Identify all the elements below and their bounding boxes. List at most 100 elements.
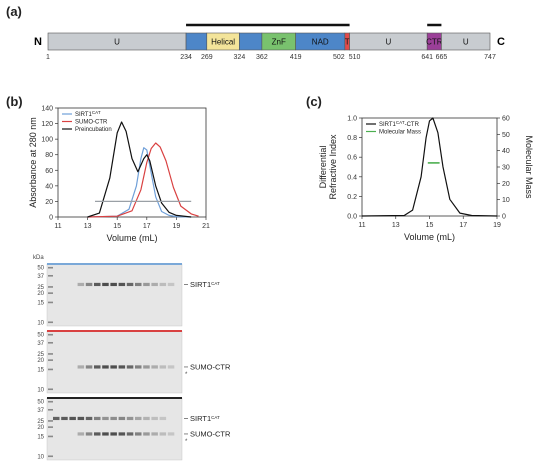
band-label: SIRT1CAT <box>190 280 220 289</box>
ladder-band <box>48 341 53 344</box>
series-line <box>87 147 192 218</box>
domain-map: N C U Helical ZnF NAD T U CTR U 1 234 269 324 362 419 50… <box>34 23 505 61</box>
y-tick-label: 20 <box>45 199 53 206</box>
protein-band <box>69 416 76 421</box>
mw-marker: 50 <box>37 266 44 272</box>
domain-label: NAD <box>312 38 329 47</box>
domain-label: Helical <box>211 38 235 47</box>
residue-number: 269 <box>201 54 213 61</box>
protein-band <box>135 416 142 421</box>
protein-band <box>151 416 158 421</box>
legend-label: Preincubation <box>75 127 112 133</box>
protein-band <box>159 432 167 436</box>
x-tick-label: 15 <box>113 223 121 230</box>
ladder-band <box>48 301 53 304</box>
mw-marker: 10 <box>37 320 44 326</box>
series-line <box>361 117 498 217</box>
band-label: SIRT1CAT <box>190 414 220 423</box>
x-tick-label: 17 <box>459 222 467 229</box>
x-tick-label: 13 <box>392 222 400 229</box>
y-tick-label: 80 <box>45 152 53 159</box>
sec-chart: 11 13 15 17 19 21 0 20 40 60 80 100 120 140 Volume (mL… <box>28 106 210 244</box>
gel-image <box>46 397 183 461</box>
protein-band <box>53 416 60 421</box>
c-terminus: C <box>497 36 505 48</box>
band-label: SUMO-CTR <box>190 362 231 371</box>
protein-band <box>77 432 85 436</box>
mw-marker: 15 <box>37 367 44 373</box>
ladder-band <box>48 292 53 294</box>
y-tick-label: 0 <box>49 215 53 222</box>
protein-band <box>143 282 150 287</box>
protein-band <box>167 282 175 287</box>
protein-band <box>143 416 150 421</box>
y-tick-label: 0.4 <box>347 174 357 181</box>
protein-band <box>143 432 150 436</box>
ladder-band <box>48 420 53 422</box>
protein-band <box>159 365 167 369</box>
domain-label: U <box>385 38 391 47</box>
protein-band <box>151 432 158 436</box>
x-tick-label: 13 <box>84 223 92 230</box>
x-tick-label: 15 <box>426 222 434 229</box>
residue-number: 641 <box>421 54 433 61</box>
y-tick-label: 40 <box>45 183 53 190</box>
legend-label: SIRT1CAT-CTR <box>379 120 420 129</box>
domain-label: T <box>345 38 350 47</box>
mw-marker: 10 <box>37 454 44 460</box>
ladder-band <box>48 368 53 371</box>
protein-band <box>110 416 117 421</box>
y-right-tick-label: 30 <box>502 165 510 172</box>
y-tick-label: 0.8 <box>347 135 357 142</box>
residue-number: 510 <box>349 54 361 61</box>
x-tick-label: 19 <box>173 223 181 230</box>
protein-band <box>77 282 85 287</box>
residue-number: 747 <box>484 54 496 61</box>
y-tick-label: 120 <box>41 121 53 128</box>
mw-marker: 50 <box>37 400 44 406</box>
protein-band <box>94 432 101 436</box>
protein-band <box>135 365 142 369</box>
residue-number: 324 <box>234 54 246 61</box>
protein-band <box>85 432 93 436</box>
plot-frame <box>57 107 207 218</box>
mw-marker: 25 <box>37 285 44 291</box>
domain-label: CTR <box>426 38 443 47</box>
protein-band <box>110 282 117 287</box>
mw-marker: 25 <box>37 352 44 358</box>
y-tick-label: 100 <box>41 137 53 144</box>
y-tick-label: 60 <box>45 168 53 175</box>
residue-number: 419 <box>290 54 302 61</box>
y-right-tick-label: 20 <box>502 181 510 188</box>
protein-band <box>94 282 101 287</box>
domain-segment <box>239 32 263 51</box>
ladder-band <box>48 426 53 428</box>
sds-page-gels: kDa503725201510SIRT1CAT503725201510SUMO-… <box>33 255 231 461</box>
y-right-axis-title: Molecular Mass <box>524 135 534 199</box>
y-tick-label: 140 <box>41 106 53 113</box>
domain-label: U <box>114 38 120 47</box>
ladder-band <box>48 266 53 269</box>
x-tick-label: 21 <box>202 223 210 230</box>
series-line <box>87 121 192 218</box>
protein-band <box>77 416 85 421</box>
protein-band <box>159 416 167 421</box>
kda-label: kDa <box>33 255 44 261</box>
protein-band <box>167 365 175 369</box>
protein-band <box>118 416 126 421</box>
y-right-tick-label: 60 <box>502 116 510 123</box>
ladder-band <box>48 286 53 288</box>
mw-marker: 15 <box>37 300 44 306</box>
x-tick-label: 11 <box>358 222 365 229</box>
residue-number: 234 <box>180 54 192 61</box>
protein-band <box>61 416 68 421</box>
protein-band <box>85 365 93 369</box>
protein-band <box>77 365 85 369</box>
y-axis-title: Absorbance at 280 nm <box>28 117 38 208</box>
mw-marker: 10 <box>37 387 44 393</box>
ladder-band <box>48 274 53 277</box>
mw-marker: 37 <box>37 274 44 280</box>
protein-band <box>118 365 126 369</box>
protein-band <box>118 282 126 287</box>
protein-band <box>102 282 109 287</box>
